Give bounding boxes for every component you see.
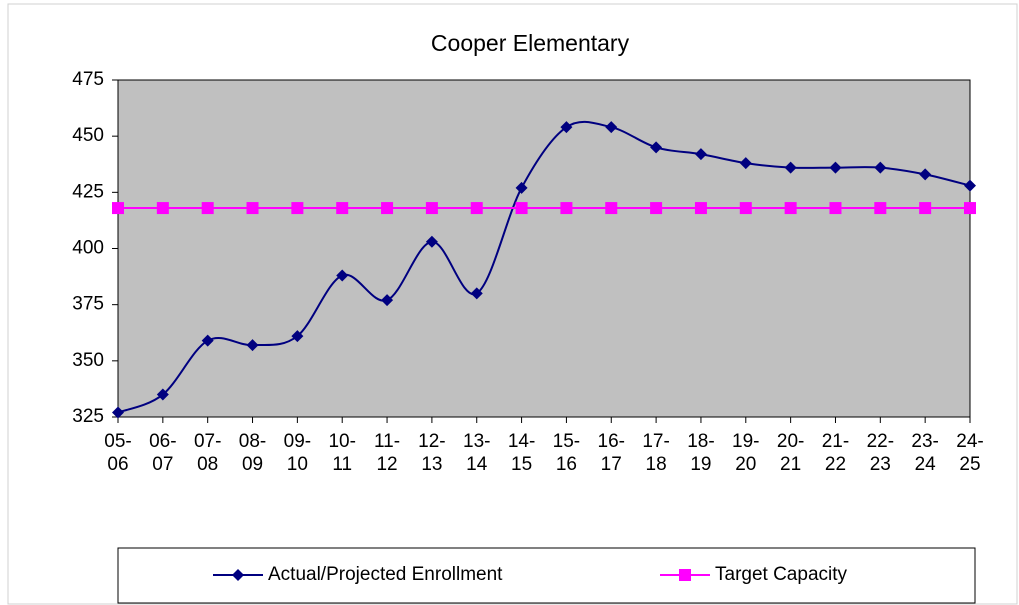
- data-point: [829, 202, 842, 215]
- data-point: [201, 334, 214, 347]
- legend-marker: [232, 569, 244, 581]
- legend-label: Target Capacity: [715, 564, 848, 585]
- data-point: [964, 179, 976, 192]
- data-point: [919, 202, 932, 215]
- y-tick-label: 475: [72, 69, 104, 90]
- data-point: [739, 157, 752, 170]
- data-point: [381, 294, 394, 307]
- x-tick-label: 18-19: [687, 431, 715, 475]
- x-tick-label: 19-20: [732, 431, 760, 475]
- data-point: [694, 202, 707, 215]
- data-point: [246, 202, 259, 215]
- data-point: [112, 202, 124, 215]
- data-point: [470, 202, 483, 215]
- data-point: [650, 202, 663, 215]
- x-tick-label: 10-11: [328, 431, 356, 475]
- data-point: [156, 202, 169, 215]
- legend-marker: [679, 569, 691, 581]
- data-point: [336, 269, 349, 282]
- x-tick-label: 06-07: [149, 431, 177, 475]
- plot-area: [117, 79, 971, 418]
- legend-label: Actual/Projected Enrollment: [268, 564, 503, 585]
- data-point: [560, 121, 573, 134]
- data-point: [874, 202, 887, 215]
- x-tick-label: 15-16: [552, 431, 581, 475]
- data-point: [605, 121, 618, 134]
- x-tick-label: 22-23: [866, 431, 895, 475]
- y-tick-label: 425: [72, 181, 104, 202]
- data-point: [425, 202, 438, 215]
- data-point: [246, 339, 259, 352]
- data-point: [739, 202, 752, 215]
- data-point: [784, 202, 797, 215]
- x-tick-label: 13-14: [463, 431, 491, 475]
- data-point: [381, 202, 394, 215]
- data-point: [560, 202, 573, 215]
- chart-title: Cooper Elementary: [431, 30, 630, 56]
- x-tick-label: 09-10: [283, 431, 312, 475]
- data-point: [156, 388, 169, 401]
- x-tick-label: 16-17: [597, 431, 625, 475]
- x-tick-label: 08-09: [238, 431, 267, 475]
- y-tick-label: 400: [72, 238, 104, 259]
- data-point: [515, 181, 528, 194]
- data-point: [605, 202, 618, 215]
- x-tick-label: 23-24: [911, 431, 939, 475]
- data-point: [694, 148, 707, 161]
- x-tick-label: 07-08: [193, 431, 222, 475]
- data-point: [829, 161, 842, 174]
- data-point: [650, 141, 663, 154]
- x-tick-label: 14-15: [507, 431, 536, 475]
- data-point: [784, 161, 797, 174]
- data-point: [515, 202, 528, 215]
- data-point: [112, 406, 124, 419]
- data-point: [336, 202, 349, 215]
- x-tick-label: 12-13: [418, 431, 446, 475]
- x-tick-label: 17-18: [642, 431, 670, 475]
- x-tick-label: 05-06: [104, 431, 132, 475]
- x-tick-label: 11-12: [374, 431, 401, 475]
- data-point: [964, 202, 976, 215]
- y-tick-label: 450: [72, 125, 104, 146]
- data-point: [291, 202, 304, 215]
- y-tick-label: 325: [72, 406, 104, 427]
- data-point: [291, 330, 304, 343]
- y-tick-label: 375: [72, 294, 104, 315]
- data-point: [919, 168, 932, 181]
- data-point: [470, 287, 483, 300]
- data-point: [874, 161, 887, 174]
- x-tick-label: 20-21: [776, 431, 805, 475]
- x-tick-label: 21-22: [821, 431, 850, 475]
- data-point: [425, 235, 438, 248]
- data-point: [201, 202, 214, 215]
- y-tick-label: 350: [72, 350, 104, 371]
- x-tick-label: 24-25: [956, 431, 984, 475]
